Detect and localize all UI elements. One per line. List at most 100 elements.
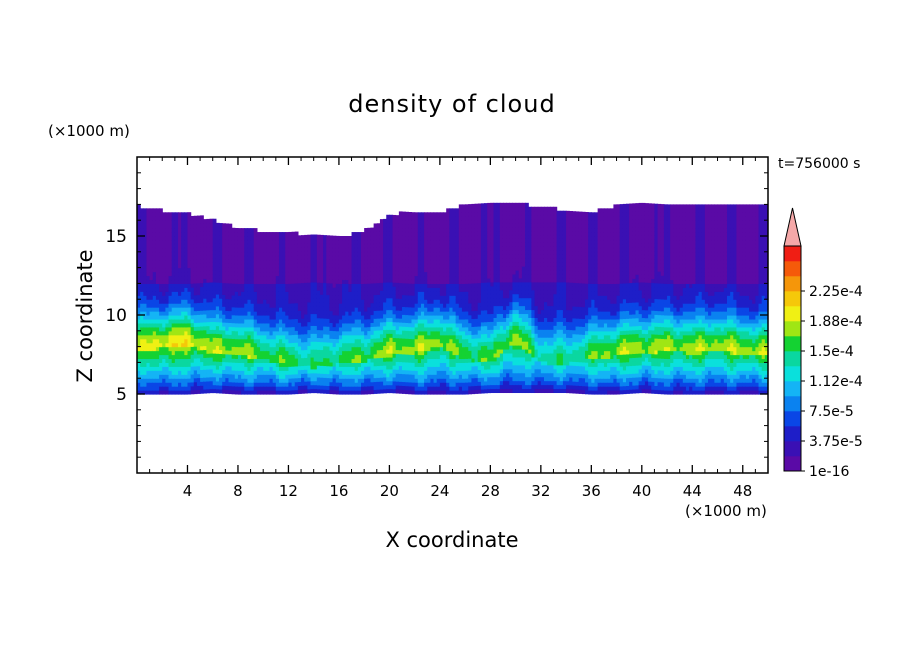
density-cell xyxy=(174,346,179,352)
density-cell xyxy=(137,366,141,371)
density-cell xyxy=(335,382,340,387)
density-cell xyxy=(443,354,447,360)
density-cell xyxy=(234,322,239,328)
density-cell xyxy=(260,275,264,281)
density-cell xyxy=(427,283,432,288)
density-cell xyxy=(178,346,182,352)
density-cell xyxy=(174,382,179,387)
density-cell xyxy=(244,311,249,316)
density-cell xyxy=(178,374,182,379)
density-cell xyxy=(471,231,476,237)
density-cell xyxy=(228,231,233,237)
density-cell xyxy=(408,302,413,308)
density-cell xyxy=(348,251,353,257)
density-cell xyxy=(392,238,397,244)
density-cell xyxy=(316,254,321,260)
density-cell xyxy=(449,311,454,316)
density-cell xyxy=(209,337,214,342)
density-cell xyxy=(414,346,419,352)
density-cell xyxy=(278,315,283,320)
density-cell xyxy=(373,286,378,292)
density-cell xyxy=(203,286,208,291)
density-cell xyxy=(174,212,179,217)
density-cell xyxy=(162,315,166,320)
density-cell xyxy=(250,303,255,308)
density-cell xyxy=(376,373,381,378)
density-cell xyxy=(458,307,463,312)
density-cell xyxy=(361,338,365,344)
density-cell xyxy=(490,218,495,224)
density-cell xyxy=(313,337,318,342)
density-cell xyxy=(152,287,157,292)
density-cell xyxy=(493,345,498,350)
density-cell xyxy=(143,334,148,340)
density-cell xyxy=(155,307,160,312)
density-cell xyxy=(446,236,450,241)
density-cell xyxy=(420,255,425,261)
density-cell xyxy=(461,342,466,348)
density-cell xyxy=(461,216,466,221)
chart-title: density of cloud xyxy=(348,90,555,118)
density-cell xyxy=(152,382,157,387)
density-cell xyxy=(376,282,381,288)
density-cell xyxy=(291,342,296,347)
density-cell xyxy=(487,349,491,354)
density-cell xyxy=(389,309,394,315)
density-cell xyxy=(484,309,488,315)
density-cell xyxy=(493,317,498,322)
density-cell xyxy=(357,342,362,348)
density-cell xyxy=(171,326,176,332)
density-cell xyxy=(461,318,466,324)
density-cell xyxy=(294,361,299,367)
density-cell xyxy=(402,373,406,379)
density-cell xyxy=(424,232,428,237)
density-cell xyxy=(178,307,182,312)
density-cell xyxy=(433,322,438,328)
density-cell xyxy=(468,314,473,320)
density-cell xyxy=(190,381,195,387)
density-cell xyxy=(433,386,438,391)
density-cell xyxy=(452,239,457,245)
density-cell xyxy=(443,362,447,367)
density-cell xyxy=(364,370,368,375)
density-cell xyxy=(215,333,220,339)
density-cell xyxy=(357,303,362,308)
density-cell xyxy=(225,227,230,232)
density-cell xyxy=(449,271,454,277)
density-cell xyxy=(433,271,438,277)
density-cell xyxy=(237,287,242,292)
density-cell xyxy=(420,267,425,273)
density-cell xyxy=(373,365,378,371)
density-cell xyxy=(414,386,419,391)
density-cell xyxy=(332,377,337,383)
density-cell xyxy=(335,366,340,371)
density-cell xyxy=(357,350,362,356)
density-cell xyxy=(272,303,277,308)
density-cell xyxy=(294,346,299,351)
density-cell xyxy=(376,223,381,228)
density-cell xyxy=(222,389,226,394)
density-cell xyxy=(430,303,435,308)
density-cell xyxy=(297,322,302,327)
density-cell xyxy=(436,326,441,332)
density-cell xyxy=(212,384,217,390)
density-cell xyxy=(181,299,185,304)
density-cell xyxy=(256,378,261,383)
density-cell xyxy=(228,275,233,280)
density-cell xyxy=(219,302,223,307)
density-cell xyxy=(455,350,460,356)
density-cell xyxy=(269,271,274,277)
density-cell xyxy=(225,255,230,260)
density-cell xyxy=(241,247,245,253)
density-cell xyxy=(436,358,441,363)
density-cell xyxy=(187,275,192,280)
density-cell xyxy=(137,208,141,213)
density-cell xyxy=(414,220,419,225)
density-cell xyxy=(244,259,249,265)
density-cell xyxy=(196,326,201,331)
density-cell xyxy=(200,345,204,351)
density-cell xyxy=(294,365,299,371)
density-cell xyxy=(184,243,189,249)
density-cell xyxy=(222,353,226,359)
density-cell xyxy=(184,224,189,229)
